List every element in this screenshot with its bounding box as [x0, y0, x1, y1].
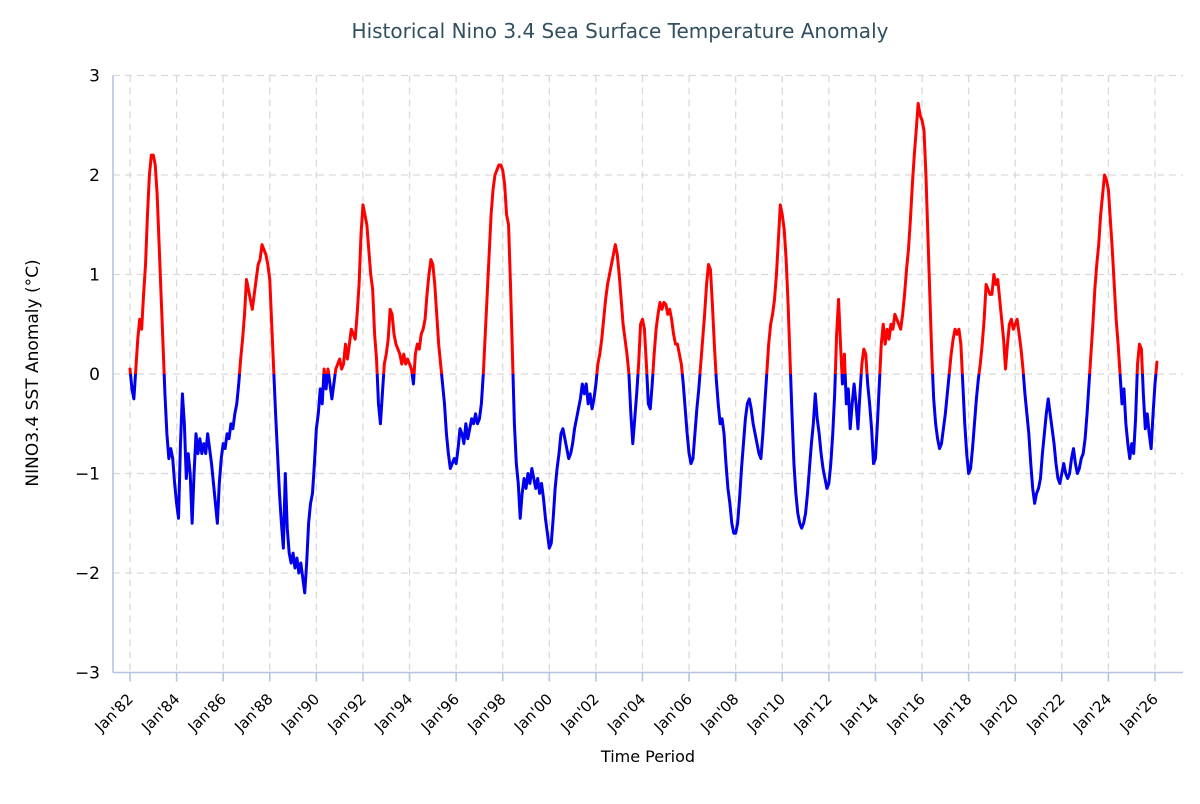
x-axis-title: Time Period — [600, 747, 695, 766]
svg-text:−3: −3 — [75, 664, 100, 684]
svg-text:0: 0 — [89, 365, 100, 385]
anomaly-line-negative — [128, 374, 1158, 595]
axis-lines — [112, 75, 1183, 674]
svg-text:3: 3 — [89, 67, 100, 87]
y-axis-title: NINO3.4 SST Anomaly (°C) — [23, 259, 43, 486]
svg-text:−1: −1 — [75, 465, 100, 485]
anomaly-line-positive — [128, 101, 1159, 374]
y-axis-tick-labels: 3 2 1 0 −1 −2 −3 — [75, 67, 100, 684]
chart-title: Historical Nino 3.4 Sea Surface Temperat… — [352, 19, 889, 43]
svg-text:1: 1 — [89, 266, 100, 286]
svg-text:−2: −2 — [75, 564, 100, 584]
svg-text:2: 2 — [89, 166, 100, 186]
x-axis-tick-marks — [129, 672, 1156, 682]
